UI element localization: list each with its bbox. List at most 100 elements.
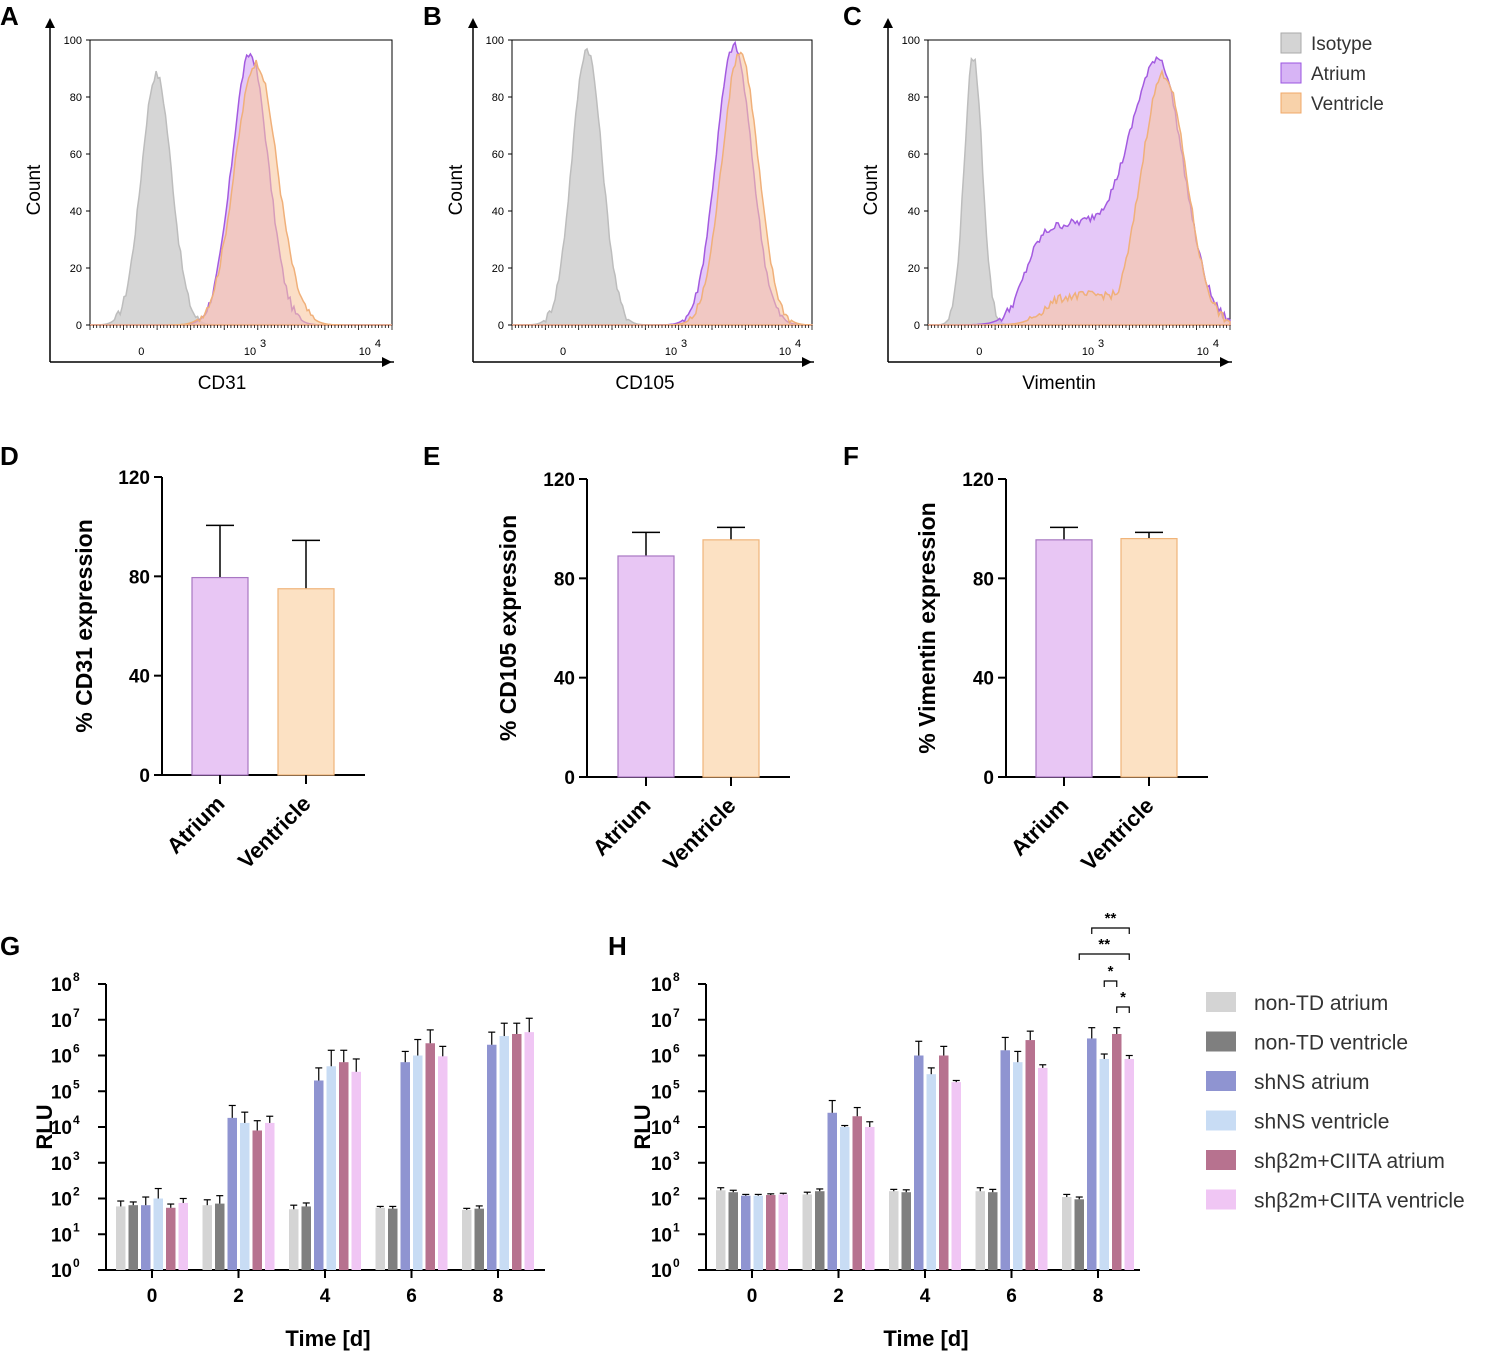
y-tick-label: 60: [70, 149, 82, 161]
bar-4-day-0: [166, 1207, 176, 1270]
bar-atrium: [191, 576, 249, 776]
legend-label-ventricle: Ventricle: [1311, 94, 1384, 115]
y-tick-label: 80: [129, 567, 150, 588]
y-tick-label: 80: [70, 92, 82, 104]
legend-label-1: non-TD ventricle: [1254, 1032, 1408, 1055]
bar-3-day-8: [499, 1036, 509, 1270]
x-tick-exponent: 4: [795, 338, 801, 350]
y-axis-title: % CD105 expression: [495, 515, 521, 741]
y-tick-base: 10: [51, 1082, 72, 1103]
y-tick-base: 10: [651, 1118, 672, 1139]
y-tick-label: 0: [564, 768, 575, 789]
bar-panel-d: 0 40 80 120 Atrium Ventricle % CD31 expression: [71, 468, 365, 873]
bar-4-day-2: [852, 1116, 862, 1270]
y-tick-exponent: 4: [73, 1113, 80, 1127]
bar-4-day-4: [339, 1062, 349, 1270]
x-tick-label: 10: [1197, 346, 1209, 358]
bar-0-day-2: [802, 1194, 812, 1270]
y-tick-label: 40: [492, 206, 504, 218]
x-tick-exponent: 4: [375, 338, 381, 350]
legend-swatch-0: [1206, 992, 1236, 1012]
y-tick-label: 0: [139, 766, 150, 787]
bar-5-day-2: [265, 1122, 275, 1270]
y-tick-base: 10: [651, 1082, 672, 1103]
y-tick-exponent: 3: [673, 1149, 680, 1163]
y-tick-label: 80: [492, 92, 504, 104]
x-axis-title: Vimentin: [1022, 373, 1096, 394]
flow-panel-b: 0 20 40 60 80 100 0 10 3 10 4 CD105 Count: [446, 18, 814, 394]
bar-2-day-8: [487, 1044, 497, 1270]
bar-3-day-4: [326, 1066, 336, 1270]
panel-label-c: C: [843, 1, 862, 31]
bar-0-day-8: [1062, 1197, 1072, 1270]
y-tick-exponent: 6: [73, 1042, 80, 1056]
legend-swatch-atrium: [1280, 62, 1302, 84]
bar-2-day-6: [1000, 1050, 1010, 1270]
category-label-ventricle: Ventricle: [658, 793, 741, 876]
bar-2-day-4: [314, 1080, 324, 1270]
y-tick-label: 120: [118, 468, 150, 489]
y-axis-title: % Vimentin expression: [914, 502, 940, 753]
y-tick-exponent: 8: [673, 970, 680, 984]
bar-1-day-2: [215, 1203, 225, 1270]
category-label-atrium: Atrium: [1006, 793, 1074, 861]
y-axis-title: RLU: [32, 1104, 57, 1149]
bar-1-day-8: [1074, 1199, 1084, 1270]
bar-1-day-4: [901, 1192, 911, 1270]
bar-ventricle: [277, 588, 335, 776]
bar-atrium: [617, 555, 675, 778]
flow-legend: Isotype Atrium Ventricle: [1280, 32, 1384, 115]
bar-2-day-0: [141, 1205, 151, 1270]
bar-3-day-6: [1013, 1062, 1023, 1270]
y-tick-base: 10: [651, 1225, 672, 1246]
y-tick-exponent: 2: [73, 1185, 80, 1199]
bar-5-day-2: [865, 1127, 875, 1270]
bar-ventricle: [1120, 537, 1178, 778]
x-tick-label: 4: [920, 1286, 931, 1307]
bar-4-day-6: [425, 1043, 435, 1270]
y-tick-base: 10: [651, 1047, 672, 1068]
y-tick-base: 10: [51, 1011, 72, 1032]
bar-1-day-8: [474, 1208, 484, 1270]
bar-5-day-0: [778, 1194, 788, 1270]
y-tick-exponent: 8: [73, 970, 80, 984]
panel-label-a: A: [0, 1, 19, 31]
bar-5-day-0: [178, 1202, 188, 1270]
bar-4-day-6: [1025, 1040, 1035, 1270]
y-tick-label: 120: [543, 470, 575, 491]
category-label-atrium: Atrium: [588, 793, 656, 861]
x-tick-label: 10: [779, 346, 791, 358]
panel-label-f: F: [843, 441, 859, 471]
histogram-ventricle: [928, 68, 1231, 326]
y-tick-label: 80: [908, 92, 920, 104]
bar-1-day-0: [728, 1192, 738, 1270]
y-tick-exponent: 6: [673, 1042, 680, 1056]
significance-bracket: [1078, 953, 1130, 960]
y-axis-arrow-head: [45, 18, 55, 28]
y-tick-exponent: 0: [673, 1256, 680, 1270]
y-tick-label: 100: [486, 35, 504, 47]
x-tick-label: 10: [244, 346, 256, 358]
y-axis-title: % CD31 expression: [71, 519, 97, 732]
flow-panel-a: 0 20 40 60 80 100 0 10 3 10 4 CD31 Count: [24, 18, 394, 394]
bar-1-day-4: [301, 1206, 311, 1270]
x-axis-title: CD31: [198, 373, 247, 394]
y-tick-exponent: 3: [73, 1149, 80, 1163]
bar-0-day-0: [716, 1190, 726, 1270]
panel-label-b: B: [423, 1, 442, 31]
flow-panel-c: 0 20 40 60 80 100 0 10 3 10 4 Vimentin Count: [861, 18, 1232, 394]
y-axis-title: Count: [446, 164, 467, 215]
legend-label-2: shNS atrium: [1254, 1071, 1370, 1094]
legend-swatch-ventricle: [1280, 92, 1302, 114]
panel-label-g: G: [0, 931, 20, 961]
y-tick-base: 10: [651, 1011, 672, 1032]
y-tick-base: 10: [651, 975, 672, 996]
legend-swatch-1: [1206, 1031, 1236, 1052]
bar-0-day-8: [462, 1209, 472, 1270]
y-tick-base: 10: [51, 1118, 72, 1139]
legend-swatch-3: [1206, 1110, 1236, 1131]
x-axis-arrow-head: [802, 357, 812, 367]
significance-label: *: [1120, 989, 1126, 1006]
